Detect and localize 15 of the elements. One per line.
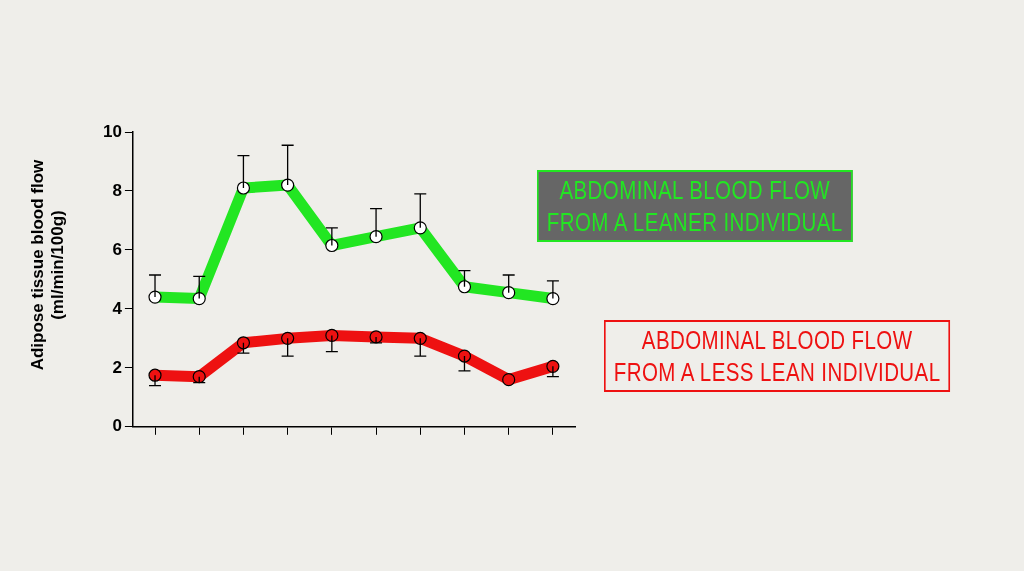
point (192, 370, 206, 384)
text: ABDOMINAL BLOOD FLOW FROM A LEANER INDIVIDUAL (537, 170, 853, 242)
y-axis-title: Adipose tissue blood flow (ml/min/100g) (28, 159, 68, 371)
point (502, 373, 516, 387)
y-tick-label: 4 (112, 298, 123, 318)
y-tick-label: 10 (102, 121, 122, 141)
y-tick-label: 8 (112, 180, 122, 200)
y-tick-label: 6 (112, 239, 122, 259)
point (457, 349, 472, 363)
y-tick-label: 0 (112, 416, 122, 436)
point (281, 331, 295, 345)
y-tick-label: 2 (112, 357, 122, 377)
point (413, 331, 427, 345)
text: ABDOMINAL BLOOD FLOW FROM A LESS LEAN INDIVIDUAL (604, 320, 951, 392)
point (236, 336, 251, 350)
